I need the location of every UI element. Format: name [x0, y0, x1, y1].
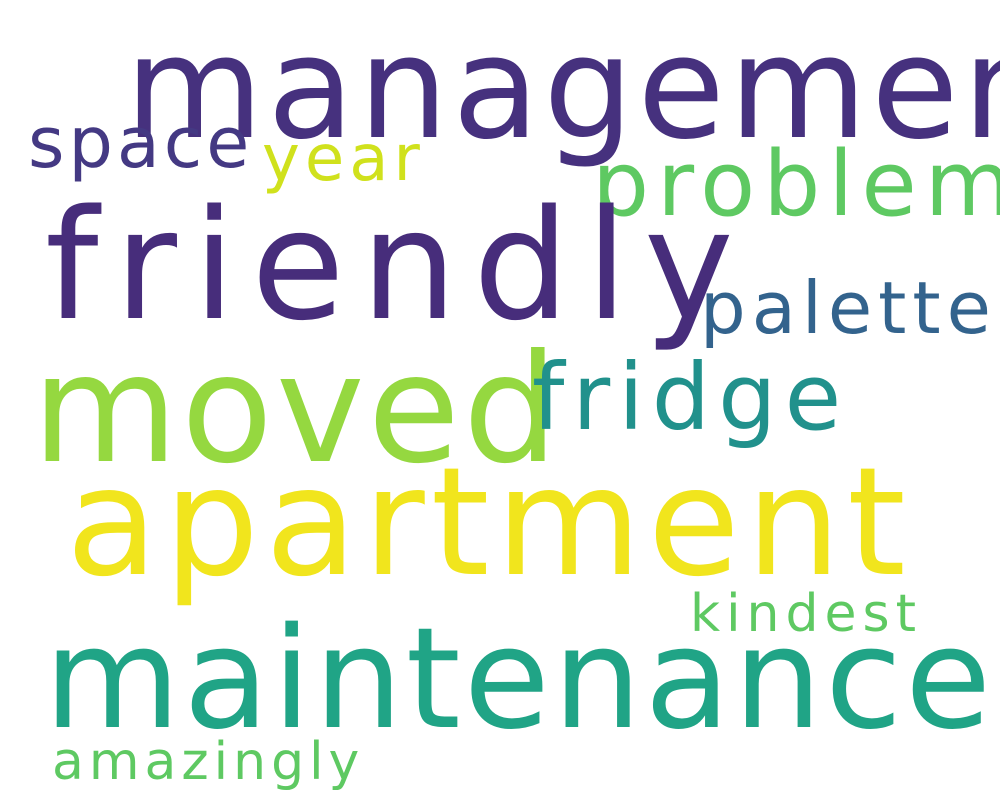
word-year: year: [262, 122, 425, 196]
word-fridge: fridge: [532, 344, 850, 451]
word-problem: problem: [592, 132, 1000, 237]
word-space: space: [28, 102, 254, 184]
word-maintenance: maintenance: [44, 598, 995, 761]
word-apartment: apartment: [66, 436, 912, 610]
word-friendly: friendly: [45, 177, 750, 354]
word-management: management: [125, 6, 1000, 171]
word-palette: palette: [700, 266, 997, 350]
word-kindest: kindest: [690, 584, 922, 644]
word-amazingly: amazingly: [52, 732, 365, 792]
word-moved: moved: [32, 323, 562, 497]
